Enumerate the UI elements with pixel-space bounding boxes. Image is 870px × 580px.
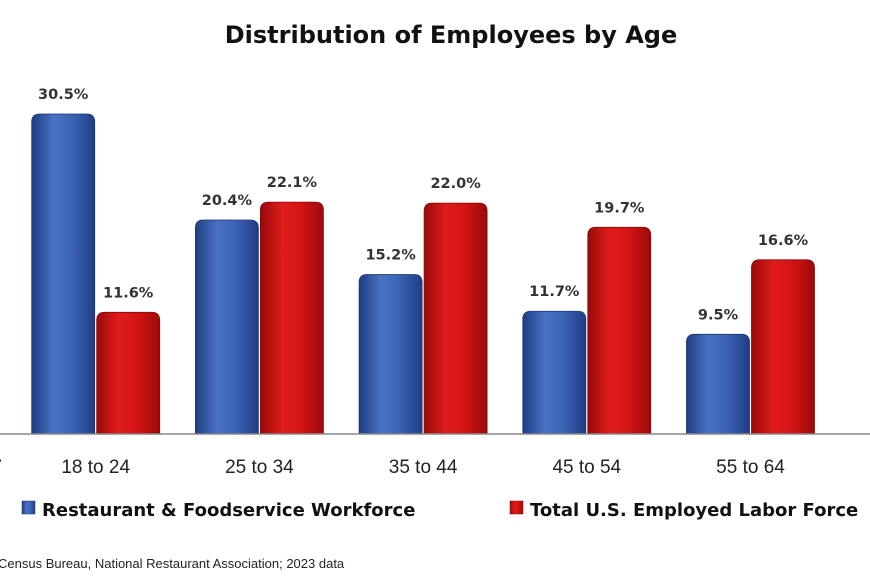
bar-restaurant-3 xyxy=(358,274,423,435)
category-label-1: 18 to 24 xyxy=(61,457,130,478)
legend-label-us-labor: Total U.S. Employed Labor Force xyxy=(530,500,858,521)
value-label-us-labor-1: 11.6% xyxy=(103,285,154,301)
bar-us-labor-1 xyxy=(96,311,161,435)
value-label-restaurant-5: 9.5% xyxy=(698,307,739,323)
bar-us-labor-5 xyxy=(751,259,815,435)
legend-swatch-us-labor xyxy=(509,500,524,515)
bar-restaurant-5 xyxy=(686,333,750,435)
bar-us-labor-3 xyxy=(423,202,488,435)
bars-layer: 3%30.5%11.6%20.4%22.1%15.2%22.0%11.7%19.… xyxy=(31,87,815,435)
value-label-restaurant-1: 30.5% xyxy=(38,87,89,103)
source-note: Census Bureau, National Restaurant Assoc… xyxy=(0,556,345,571)
bar-us-labor-2 xyxy=(260,201,324,435)
legend: Restaurant & Foodservice Workforce Total… xyxy=(21,500,858,521)
category-label-3: 35 to 44 xyxy=(389,457,458,478)
value-label-restaurant-2: 20.4% xyxy=(202,193,253,209)
value-label-us-labor-4: 19.7% xyxy=(594,200,645,216)
category-label-4: 45 to 54 xyxy=(552,457,621,478)
category-labels: 7 18 to 24 25 to 34 35 to 44 45 to 54 55 to 6… xyxy=(0,457,785,478)
value-label-us-labor-3: 22.0% xyxy=(430,176,481,192)
chart-title: Distribution of Employees by Age xyxy=(225,21,678,49)
bar-restaurant-1 xyxy=(31,113,96,435)
bar-restaurant-2 xyxy=(195,219,259,435)
category-label-2: 25 to 34 xyxy=(225,457,294,478)
value-label-restaurant-3: 15.2% xyxy=(365,248,416,264)
category-label-0: 7 xyxy=(0,457,2,478)
legend-swatch-restaurant xyxy=(21,500,36,515)
bar-us-labor-4 xyxy=(587,226,652,435)
value-label-us-labor-2: 22.1% xyxy=(267,175,318,191)
legend-label-restaurant: Restaurant & Foodservice Workforce xyxy=(42,500,415,521)
value-label-us-labor-5: 16.6% xyxy=(758,233,809,249)
value-label-restaurant-4: 11.7% xyxy=(529,284,580,300)
bar-restaurant-4 xyxy=(522,310,587,435)
category-label-5: 55 to 64 xyxy=(716,457,785,478)
